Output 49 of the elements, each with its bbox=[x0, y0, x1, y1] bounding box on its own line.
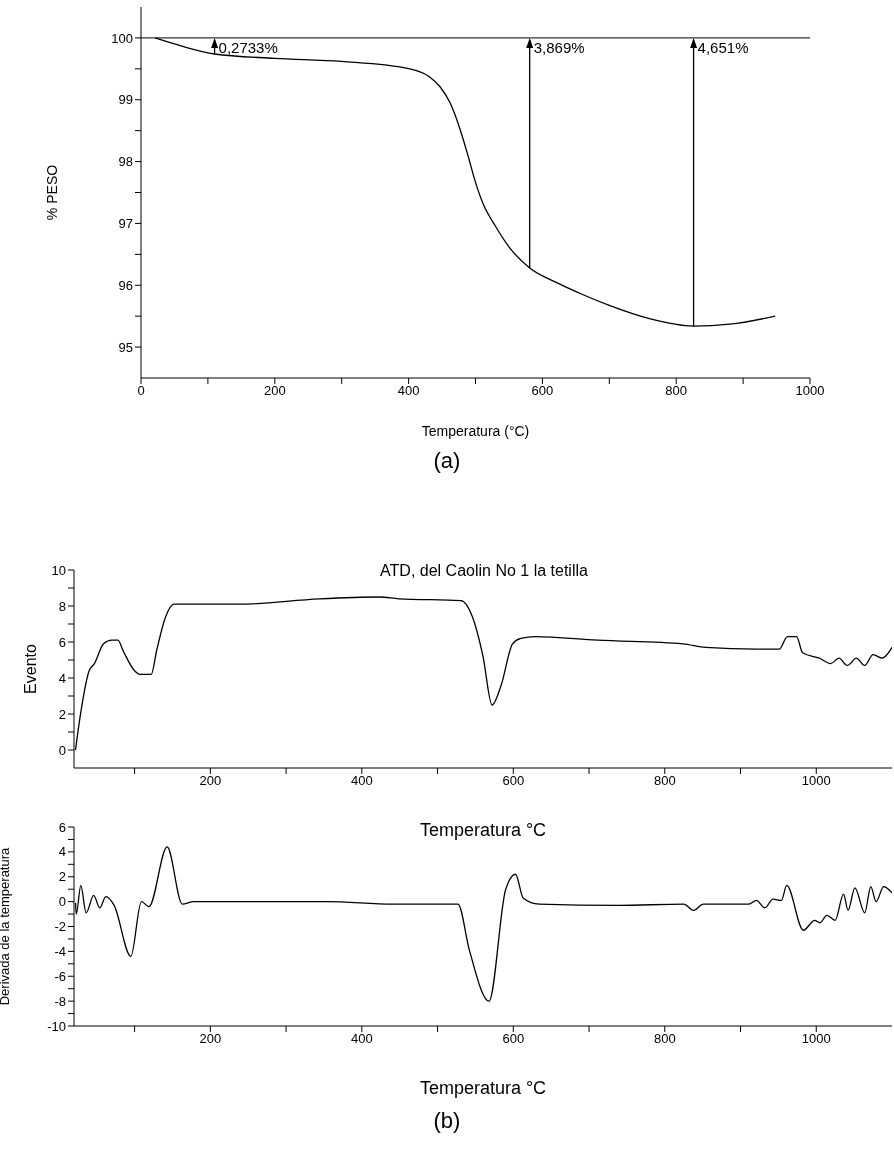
y-tick-label: 10 bbox=[51, 562, 66, 578]
y-tick-label: -10 bbox=[47, 1018, 66, 1034]
y-tick-label: -8 bbox=[54, 993, 66, 1009]
annotation: 3,869% bbox=[533, 38, 585, 56]
y-tick-label: 100 bbox=[111, 30, 133, 46]
x-tick-label: 600 bbox=[502, 773, 525, 789]
text: (b) bbox=[432, 1108, 462, 1134]
x-tick-label: 400 bbox=[350, 773, 373, 789]
x-tick-label: 400 bbox=[397, 383, 420, 399]
x-tick-label: 800 bbox=[653, 1031, 676, 1047]
y-tick-label: 6 bbox=[58, 819, 66, 835]
x-tick-label: 200 bbox=[263, 383, 286, 399]
chart-title: ATD, del Caolin No 1 la tetilla bbox=[379, 562, 589, 580]
y-axis-title: Derivada de la temperatura bbox=[0, 846, 12, 1006]
y-tick-label: 0 bbox=[58, 894, 66, 910]
x-tick-label: 200 bbox=[199, 1031, 222, 1047]
y-tick-label: -2 bbox=[54, 919, 66, 935]
x-axis-title: Temperatura °C bbox=[419, 1078, 547, 1098]
y-tick-label: 2 bbox=[58, 706, 66, 722]
text: (a) bbox=[432, 448, 462, 474]
x-tick-label: 1000 bbox=[801, 1031, 831, 1047]
x-tick-label: 200 bbox=[199, 773, 222, 789]
y-tick-label: -6 bbox=[54, 968, 66, 984]
y-tick-label: 95 bbox=[118, 339, 133, 355]
x-axis-title: Temperatura (°C) bbox=[421, 423, 530, 439]
x-axis-title: Temperatura °C bbox=[419, 820, 547, 840]
x-tick-label: 400 bbox=[350, 1031, 373, 1047]
x-tick-label: 800 bbox=[665, 383, 688, 399]
x-tick-label: 800 bbox=[653, 773, 676, 789]
y-tick-label: 98 bbox=[118, 154, 133, 170]
y-tick-label: 99 bbox=[118, 92, 133, 108]
y-tick-label: 4 bbox=[58, 844, 66, 860]
y-tick-label: 4 bbox=[58, 670, 66, 686]
y-tick-label: 8 bbox=[58, 598, 66, 614]
y-tick-label: 0 bbox=[58, 742, 66, 758]
y-tick-label: -4 bbox=[54, 943, 66, 959]
y-tick-label: 6 bbox=[58, 634, 66, 650]
annotation: 0,2733% bbox=[218, 38, 278, 56]
x-tick-label: 1000 bbox=[801, 773, 831, 789]
y-axis-title: % PESO bbox=[43, 164, 60, 221]
y-tick-label: 96 bbox=[118, 277, 133, 293]
y-axis-title: Evento bbox=[21, 643, 39, 694]
x-tick-label: 600 bbox=[502, 1031, 525, 1047]
x-tick-label: 600 bbox=[531, 383, 554, 399]
y-tick-label: 97 bbox=[118, 216, 133, 232]
x-tick-label: 0 bbox=[137, 383, 145, 399]
y-tick-label: 2 bbox=[58, 869, 66, 885]
x-tick-label: 1000 bbox=[795, 383, 825, 399]
annotation: 4,651% bbox=[697, 38, 749, 56]
